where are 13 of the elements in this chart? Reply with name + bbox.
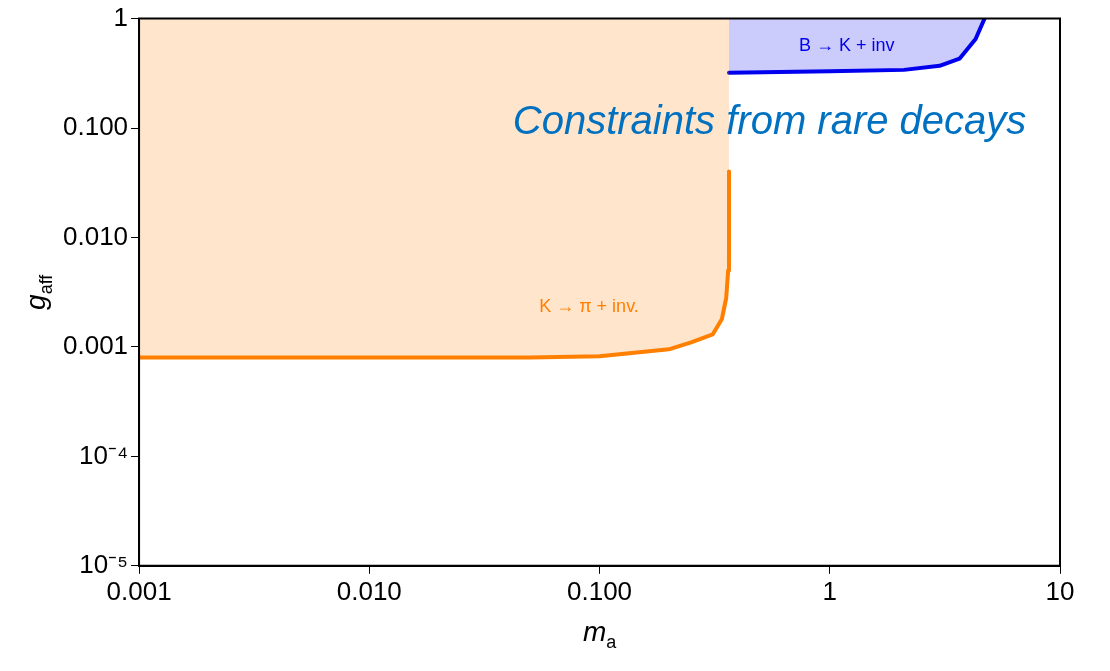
x-tick-label: 10 [1045,575,1075,606]
series-label: K → π + inv. [539,296,639,317]
x-tick-label: 0.010 [336,575,402,606]
y-tick-label: 0.100 [62,111,129,142]
x-axis-title: m$_{a}$ [583,615,617,653]
y-tick-label: 1 [113,1,129,32]
y-tick-label: 0.001 [62,330,129,361]
x-tick-label: 1 [822,575,837,606]
y-tick-label: 0.010 [62,220,129,251]
y-tick-label: 10⁻⁴ [78,439,129,470]
series-label: B → K + inv [798,34,895,55]
x-tick-label: 0.100 [566,575,633,606]
text: Constraints from rare decays [512,97,1027,142]
